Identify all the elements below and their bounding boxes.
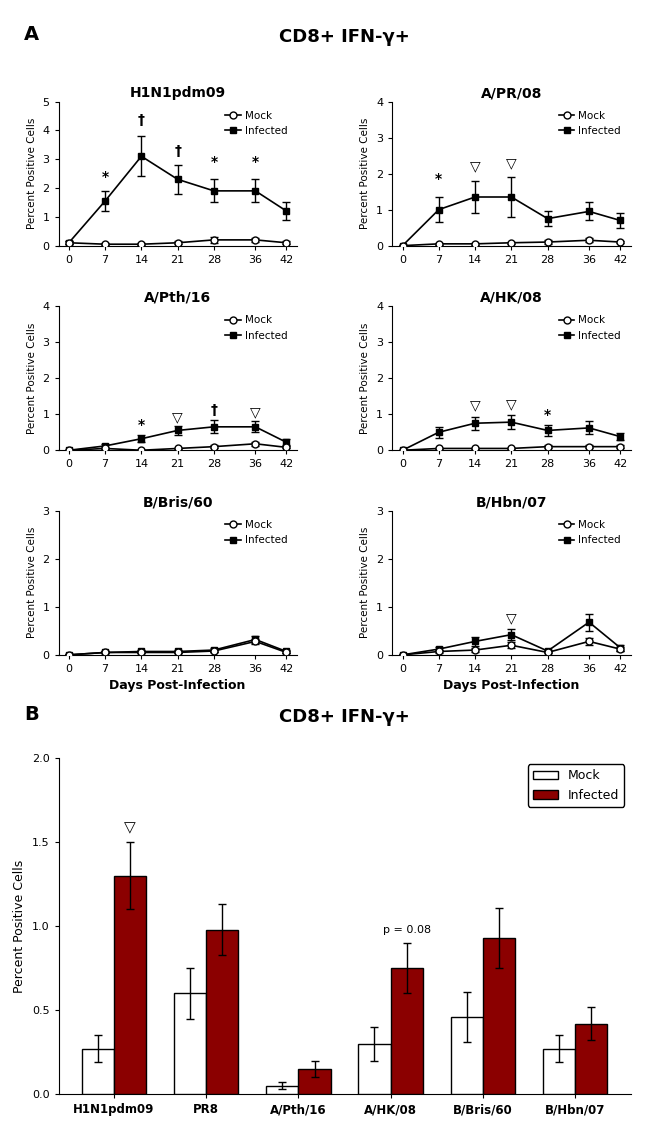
Text: ▽: ▽: [124, 820, 136, 836]
Bar: [483, 938, 515, 1094]
Text: †: †: [211, 403, 217, 416]
X-axis label: Days Post-Infection: Days Post-Infection: [109, 679, 246, 693]
Text: CD8+ IFN-γ+: CD8+ IFN-γ+: [279, 28, 410, 46]
Text: B: B: [24, 705, 39, 724]
Text: *: *: [252, 156, 259, 169]
Bar: [206, 929, 239, 1094]
Text: ▽: ▽: [506, 156, 517, 170]
Title: B/Hbn/07: B/Hbn/07: [476, 495, 547, 510]
Title: A/PR/08: A/PR/08: [480, 87, 542, 100]
Text: ▽: ▽: [250, 405, 261, 418]
Y-axis label: Percent Positive Cells: Percent Positive Cells: [361, 527, 370, 638]
X-axis label: Days Post-Infection: Days Post-Infection: [443, 679, 580, 693]
Y-axis label: Percent Positive Cells: Percent Positive Cells: [27, 527, 37, 638]
Bar: [81, 1049, 114, 1094]
Legend: Mock, Infected: Mock, Infected: [554, 107, 625, 140]
Bar: [543, 1049, 575, 1094]
Bar: [450, 1016, 483, 1094]
Y-axis label: Percent Positive Cells: Percent Positive Cells: [361, 118, 370, 229]
Text: *: *: [211, 156, 218, 169]
Legend: Mock, Infected: Mock, Infected: [221, 311, 292, 345]
Legend: Mock, Infected: Mock, Infected: [528, 765, 624, 807]
Title: H1N1pdm09: H1N1pdm09: [129, 87, 226, 100]
Text: CD8+ IFN-γ+: CD8+ IFN-γ+: [279, 708, 410, 726]
Text: ▽: ▽: [506, 611, 517, 625]
Bar: [575, 1023, 608, 1094]
Legend: Mock, Infected: Mock, Infected: [554, 311, 625, 345]
Bar: [391, 968, 423, 1094]
Text: ▽: ▽: [172, 409, 183, 424]
Y-axis label: Percent Positive Cells: Percent Positive Cells: [27, 323, 37, 434]
Bar: [298, 1069, 331, 1094]
Title: B/Bris/60: B/Bris/60: [142, 495, 213, 510]
Legend: Mock, Infected: Mock, Infected: [221, 107, 292, 140]
Legend: Mock, Infected: Mock, Infected: [221, 515, 292, 549]
Text: p = 0.08: p = 0.08: [383, 925, 431, 935]
Y-axis label: Percent Positive Cells: Percent Positive Cells: [13, 860, 26, 993]
Text: *: *: [101, 169, 109, 184]
Text: †: †: [138, 114, 145, 127]
Title: A/HK/08: A/HK/08: [480, 291, 543, 305]
Text: A: A: [24, 25, 39, 44]
Text: ▽: ▽: [506, 397, 517, 412]
Y-axis label: Percent Positive Cells: Percent Positive Cells: [361, 323, 370, 434]
Bar: [174, 994, 206, 1094]
Text: *: *: [436, 173, 443, 186]
Bar: [114, 875, 146, 1094]
Bar: [358, 1043, 391, 1094]
Text: †: †: [174, 143, 181, 158]
Text: *: *: [138, 417, 145, 432]
Text: *: *: [544, 408, 551, 422]
Text: ▽: ▽: [470, 159, 480, 174]
Bar: [266, 1086, 298, 1094]
Y-axis label: Percent Positive Cells: Percent Positive Cells: [27, 118, 37, 229]
Legend: Mock, Infected: Mock, Infected: [554, 515, 625, 549]
Title: A/Pth/16: A/Pth/16: [144, 291, 211, 305]
Text: ▽: ▽: [470, 398, 480, 413]
